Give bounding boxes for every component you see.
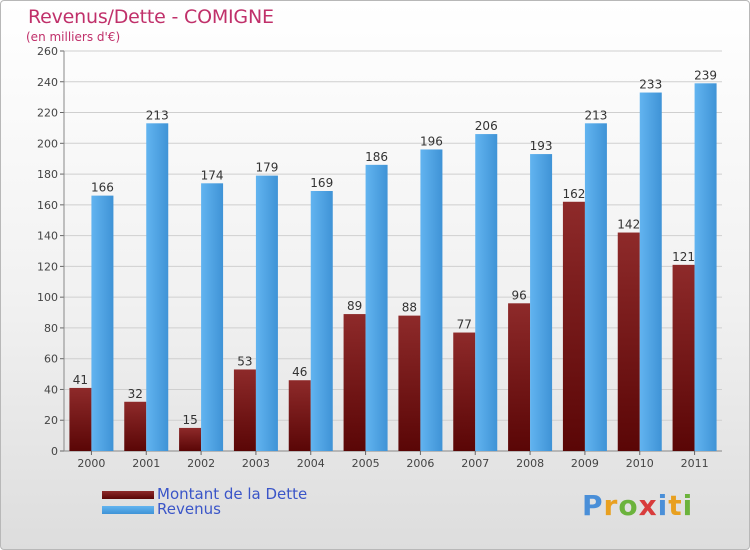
y-tick-label-80: 80	[44, 322, 58, 335]
data-label-dette-2000: 41	[73, 373, 88, 387]
x-tick-label-2001: 2001	[132, 457, 160, 470]
y-tick-label-0: 0	[51, 445, 58, 458]
data-label-revenus-2007: 206	[475, 119, 498, 133]
data-label-revenus-2003: 179	[255, 161, 278, 175]
data-label-revenus-2005: 186	[365, 150, 388, 164]
logo-letter-3: x	[638, 489, 658, 522]
logo-letter-2: o	[618, 489, 639, 522]
x-tick-label-2006: 2006	[406, 457, 434, 470]
bar-revenus-2006	[420, 149, 443, 451]
chart-subtitle: (en milliers d'€)	[26, 30, 121, 44]
y-tick-label-60: 60	[44, 353, 58, 366]
y-tick-label-120: 120	[37, 260, 58, 273]
logo-letter-0: P	[582, 489, 604, 522]
bar-dette-2001	[124, 401, 147, 451]
legend-swatch-dette	[102, 491, 154, 499]
bar-dette-2003	[233, 369, 256, 451]
data-label-dette-2005: 89	[347, 299, 362, 313]
bar-dette-2011	[672, 264, 695, 451]
data-label-dette-2008: 96	[511, 288, 526, 302]
data-label-revenus-2010: 233	[639, 78, 662, 92]
data-label-dette-2007: 77	[457, 318, 472, 332]
logo-letter-4: i	[657, 489, 669, 522]
x-tick-label-2008: 2008	[516, 457, 544, 470]
bar-dette-2006	[398, 315, 421, 451]
legend-label-dette: Montant de la Dette	[157, 485, 308, 503]
data-label-revenus-2006: 196	[420, 134, 443, 148]
data-label-dette-2004: 46	[292, 365, 307, 379]
x-tick-label-2009: 2009	[571, 457, 599, 470]
bar-revenus-2011	[694, 83, 717, 452]
y-tick-label-40: 40	[44, 383, 58, 396]
bar-revenus-2003	[255, 175, 278, 451]
bar-dette-2005	[343, 314, 366, 451]
data-label-revenus-2008: 193	[530, 139, 553, 153]
x-tick-label-2003: 2003	[242, 457, 270, 470]
bar-revenus-2004	[310, 191, 333, 451]
bar-revenus-2010	[639, 92, 662, 452]
y-tick-label-180: 180	[37, 168, 58, 181]
x-tick-label-2002: 2002	[187, 457, 215, 470]
y-tick-label-100: 100	[37, 291, 58, 304]
data-label-dette-2010: 142	[617, 218, 640, 232]
bar-dette-2000	[69, 387, 92, 451]
data-label-dette-2003: 53	[237, 354, 252, 368]
x-tick-label-2007: 2007	[461, 457, 489, 470]
y-tick-label-20: 20	[44, 414, 58, 427]
x-tick-label-2010: 2010	[626, 457, 654, 470]
data-label-revenus-2004: 169	[310, 176, 333, 190]
data-label-revenus-2002: 174	[201, 168, 224, 182]
data-label-dette-2002: 15	[182, 413, 197, 427]
bar-dette-2004	[288, 380, 311, 451]
data-label-revenus-2000: 166	[91, 181, 114, 195]
bar-revenus-2009	[584, 123, 607, 452]
bar-revenus-2000	[91, 195, 114, 451]
bar-revenus-2001	[146, 123, 169, 452]
legend-label-revenus: Revenus	[157, 500, 221, 518]
logo-letter-1: r	[603, 489, 619, 522]
bar-dette-2010	[617, 232, 640, 451]
logo-letter-6: i	[682, 489, 694, 522]
chart-title: Revenus/Dette - COMIGNE	[28, 6, 274, 28]
x-tick-label-2004: 2004	[297, 457, 325, 470]
logo-letter-5: t	[668, 489, 683, 522]
bar-dette-2008	[508, 303, 531, 451]
bar-revenus-2007	[475, 134, 498, 452]
y-tick-label-200: 200	[37, 137, 58, 150]
bar-dette-2009	[562, 201, 585, 451]
bar-revenus-2008	[530, 154, 553, 452]
data-label-revenus-2009: 213	[584, 108, 607, 122]
bar-dette-2002	[179, 427, 202, 451]
y-tick-label-220: 220	[37, 107, 58, 120]
data-label-revenus-2001: 213	[146, 108, 169, 122]
data-label-dette-2009: 162	[562, 187, 585, 201]
bar-revenus-2005	[365, 164, 388, 451]
proxiti-logo: Proxiti	[582, 489, 693, 522]
data-label-dette-2011: 121	[672, 250, 695, 264]
data-label-dette-2006: 88	[402, 301, 417, 315]
x-tick-label-2005: 2005	[352, 457, 380, 470]
data-label-dette-2001: 32	[128, 387, 143, 401]
legend-swatch-revenus	[102, 506, 154, 514]
data-label-revenus-2011: 239	[694, 68, 717, 82]
bar-revenus-2002	[201, 183, 224, 452]
y-tick-label-160: 160	[37, 199, 58, 212]
bar-dette-2007	[453, 332, 476, 451]
y-tick-label-240: 240	[37, 76, 58, 89]
x-tick-label-2011: 2011	[681, 457, 709, 470]
x-tick-label-2000: 2000	[77, 457, 105, 470]
y-tick-label-140: 140	[37, 230, 58, 243]
y-tick-label-260: 260	[37, 45, 58, 58]
